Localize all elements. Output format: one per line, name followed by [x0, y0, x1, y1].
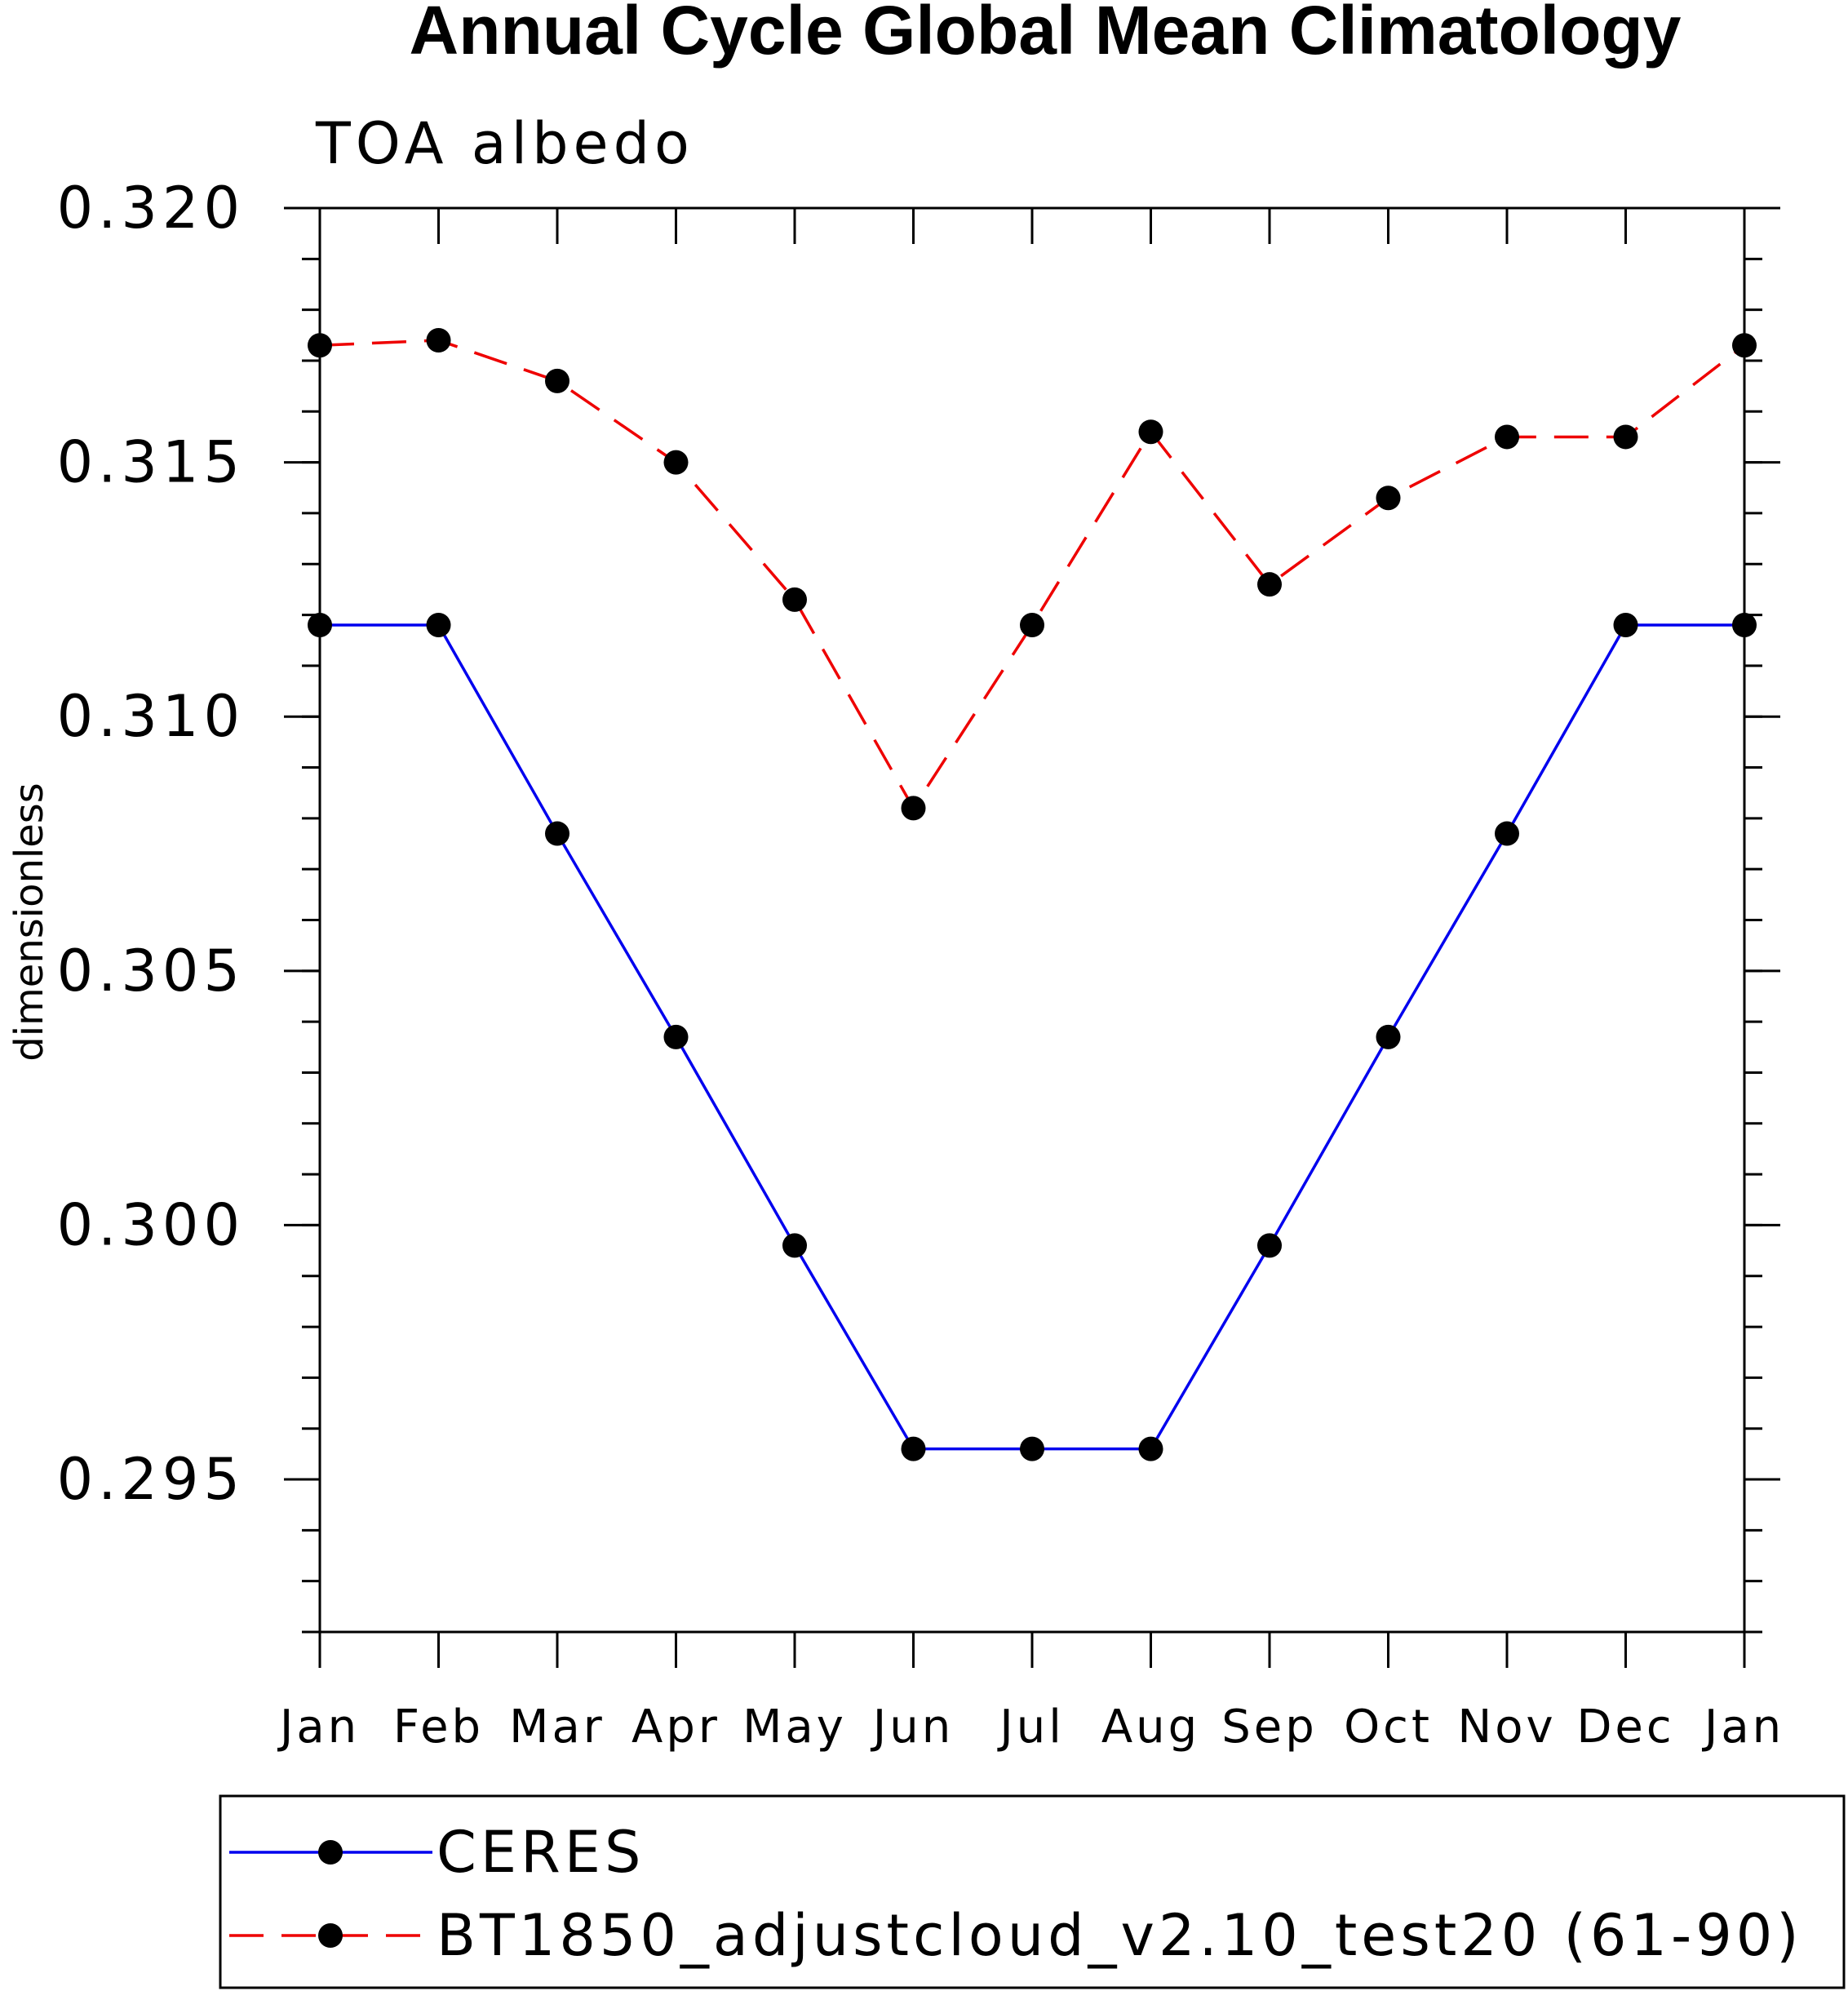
- data-point: [1020, 1436, 1044, 1461]
- x-tick-label: Mar: [509, 1701, 605, 1754]
- chart-subtitle: TOA albedo: [315, 110, 694, 177]
- x-tick-label: Jan: [1702, 1701, 1784, 1754]
- data-point: [545, 821, 569, 846]
- y-tick-label: 0.295: [57, 1446, 245, 1513]
- data-point: [1138, 1436, 1163, 1461]
- x-tick-label: May: [742, 1701, 847, 1754]
- data-point: [1376, 486, 1401, 511]
- data-point: [1020, 613, 1044, 638]
- data-point: [1613, 424, 1638, 450]
- plot-frame: [318, 206, 1746, 1634]
- y-tick-label: 0.310: [57, 683, 245, 750]
- axis-ticks: [284, 206, 1780, 1668]
- data-point: [1138, 419, 1163, 445]
- x-tick-label: Nov: [1457, 1701, 1556, 1754]
- series-1: [308, 613, 1757, 1461]
- legend-box: [219, 1794, 1846, 1989]
- data-point: [426, 613, 451, 638]
- x-tick-label: Sep: [1221, 1701, 1318, 1754]
- plot-area: Jan Feb Mar Apr May Jun Jul Aug Sep Oct Nov Dec Jan 0…: [57, 175, 1784, 1754]
- legend: CERES BT1850_adjustcloud_v2.10_test20 (61…: [219, 1794, 1846, 1989]
- legend-label: CERES: [437, 1819, 645, 1886]
- data-point: [426, 328, 451, 353]
- x-tick-label: Jan: [277, 1701, 360, 1754]
- x-tick-label: Jul: [997, 1701, 1065, 1754]
- tick-labels: Jan Feb Mar Apr May Jun Jul Aug Sep Oct Nov Dec Jan 0…: [57, 175, 1784, 1754]
- y-tick-label: 0.305: [57, 938, 245, 1004]
- legend-swatch-marker: [318, 1840, 343, 1865]
- data-point: [1257, 1233, 1282, 1258]
- data-point: [1613, 613, 1638, 638]
- chart-title: Annual Cycle Global Mean Climatology: [410, 0, 1682, 69]
- x-tick-label: Dec: [1576, 1701, 1674, 1754]
- x-tick-label: Apr: [632, 1701, 720, 1754]
- data-point: [901, 1436, 926, 1461]
- data-point: [545, 368, 569, 393]
- y-axis-label: dimensionless: [7, 783, 52, 1062]
- data-point: [1495, 821, 1519, 846]
- data-point: [663, 450, 689, 475]
- data-point: [901, 796, 926, 821]
- legend-swatch-marker: [318, 1923, 343, 1948]
- series-line: [319, 339, 1746, 811]
- legend-label: BT1850_adjustcloud_v2.10_test20 (61-90): [437, 1902, 1803, 1969]
- x-tick-label: Feb: [393, 1701, 484, 1754]
- data-point: [1495, 424, 1519, 450]
- data-point: [782, 587, 807, 612]
- y-tick-label: 0.320: [57, 175, 245, 242]
- series-line: [320, 623, 1744, 1451]
- series-2: [308, 328, 1757, 821]
- data-point: [1257, 572, 1282, 597]
- y-tick-label: 0.315: [57, 429, 245, 496]
- series-layer: [308, 328, 1757, 1461]
- x-tick-label: Oct: [1344, 1701, 1433, 1754]
- y-tick-label: 0.300: [57, 1191, 245, 1258]
- data-point: [663, 1024, 689, 1049]
- data-point: [782, 1233, 807, 1258]
- data-point: [1376, 1024, 1401, 1049]
- x-tick-label: Aug: [1101, 1701, 1200, 1754]
- x-tick-label: Jun: [871, 1701, 955, 1754]
